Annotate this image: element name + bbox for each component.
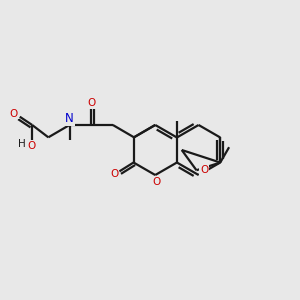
Text: O: O <box>110 169 118 179</box>
Text: N: N <box>65 112 74 125</box>
Text: O: O <box>10 109 18 119</box>
Text: H: H <box>18 139 26 149</box>
Text: O: O <box>27 141 36 151</box>
Text: O: O <box>88 98 96 108</box>
Text: O: O <box>200 165 208 175</box>
Text: O: O <box>152 176 160 187</box>
